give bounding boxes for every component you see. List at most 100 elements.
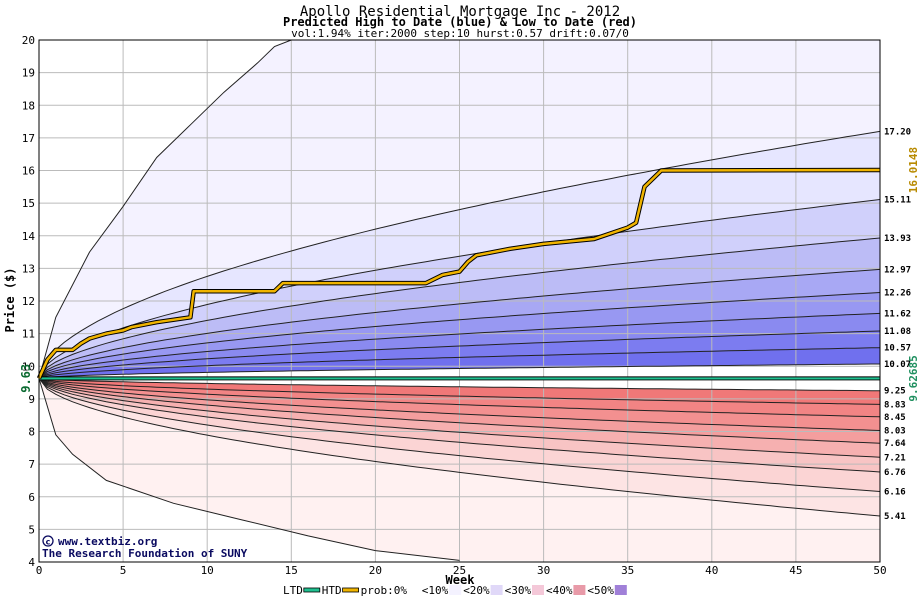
y-tick-label: 6 (28, 491, 35, 504)
y-tick-label: 10 (22, 360, 35, 373)
legend-swatch (532, 585, 544, 595)
chart-title: Apollo Residential Mortgage Inc - 2012 (300, 4, 620, 20)
upper-quantile-line (39, 312, 880, 379)
legend-swatch (303, 587, 321, 593)
upper-quantile-line (39, 292, 880, 379)
x-tick-label: 30 (537, 564, 550, 577)
y-tick-label: 9 (28, 393, 35, 406)
x-tick-label: 35 (621, 564, 634, 577)
lower-quantile-line (39, 377, 880, 492)
legend-swatch (407, 585, 420, 595)
quantile-lines (39, 40, 880, 561)
x-tick-label: 0 (36, 564, 43, 577)
legend-swatch (614, 585, 627, 595)
credit-url: www.textbiz.org (58, 535, 157, 548)
y-tick-label: 17 (22, 132, 35, 145)
legend-swatch (449, 585, 462, 595)
legend-swatch (490, 585, 503, 595)
upper-extreme-line (39, 40, 292, 379)
upper-quantile-line (39, 130, 880, 379)
quantile-end-label: 7.21 (884, 453, 906, 463)
quantile-end-label: 11.08 (884, 327, 911, 337)
legend-label: <40% (546, 584, 573, 597)
legend-label: <50% (587, 584, 614, 597)
quantile-end-label: 10.07 (884, 360, 911, 370)
lower-quantile-line (39, 377, 880, 431)
y-tick-label: 18 (22, 99, 35, 112)
upper-quantile-line (39, 268, 880, 379)
y-tick-label: 19 (22, 67, 35, 80)
start-price-label: 9.63 (19, 364, 33, 393)
quantile-end-label: 12.26 (884, 289, 911, 299)
x-tick-label: 5 (120, 564, 127, 577)
y-tick-label: 11 (22, 328, 35, 341)
upper-quantile-line (39, 330, 880, 379)
quantile-end-label: 5.41 (884, 512, 906, 522)
quantile-end-label: 11.62 (884, 309, 911, 319)
lower-band-2 (39, 378, 880, 431)
plot-area: 0 5 10 15 20 25 30 35 40 45 5045678910111213141516… (19, 34, 920, 577)
legend-label: LTD (283, 584, 303, 597)
htd-value-label: 16.0148 (907, 147, 920, 193)
quantile-end-label: 8.45 (884, 413, 906, 423)
x-tick-label: 50 (873, 564, 886, 577)
legend-label: <20% (463, 584, 490, 597)
chart-subtitle: Predicted High to Date (blue) & Low to D… (283, 15, 637, 29)
y-axis-label: Price ($) (3, 267, 17, 332)
legend-swatch (342, 587, 360, 593)
upper-band-1 (39, 199, 880, 379)
lower-band-4 (39, 378, 880, 458)
upper-quantile-line (39, 199, 880, 379)
ltd-value-label: 9.62685 (907, 355, 920, 401)
lower-quantile-line (39, 377, 880, 444)
lower-quantile-line (39, 377, 880, 392)
x-tick-label: 10 (201, 564, 214, 577)
upper-quantile-line (39, 237, 880, 379)
htd-line (37, 168, 881, 379)
lower-band-7 (39, 378, 880, 516)
quantile-end-label: 7.64 (884, 439, 906, 449)
lower-quantile-line (39, 377, 880, 458)
y-tick-label: 8 (28, 426, 35, 439)
legend-label: <10% (422, 584, 449, 597)
quantile-end-label: 10.57 (884, 344, 911, 354)
quantile-end-label: 9.25 (884, 387, 906, 397)
y-tick-label: 12 (22, 295, 35, 308)
legend: LTD HTD prob:0% <10% <20% <30% <40% <50% (283, 584, 627, 597)
copyright-icon (42, 535, 54, 547)
x-tick-label: 15 (285, 564, 298, 577)
plot-border (38, 39, 881, 563)
quantile-end-label: 15.11 (884, 196, 911, 206)
y-tick-label: 7 (28, 458, 35, 471)
lower-quantile-line (39, 377, 880, 517)
quantile-end-label: 8.83 (884, 400, 906, 410)
credit-org: The Research Foundation of SUNY (42, 547, 248, 560)
legend-label: HTD (322, 584, 342, 597)
chart-params: vol:1.94% iter:2000 step:10 hurst:0.57 d… (291, 27, 629, 40)
lower-quantile-line (39, 377, 880, 418)
x-tick-label: 25 (453, 564, 466, 577)
quantile-end-label: 6.76 (884, 468, 906, 478)
upper-quantile-line (39, 347, 880, 379)
x-tick-label: 45 (789, 564, 802, 577)
upper-band-2 (39, 238, 880, 379)
y-tick-label: 13 (22, 262, 35, 275)
y-tick-label: 16 (22, 165, 35, 178)
upper-band-3 (39, 269, 880, 379)
y-tick-label: 5 (28, 523, 35, 536)
legend-swatch (573, 585, 586, 595)
lower-quantile-line (39, 377, 880, 473)
upper-band-4 (39, 292, 880, 379)
legend-label: <30% (505, 584, 532, 597)
x-tick-label: 20 (369, 564, 382, 577)
y-tick-label: 15 (22, 197, 35, 210)
x-axis-label: Week (446, 573, 476, 587)
lower-extreme-line (39, 378, 460, 561)
quantile-end-label: 17.20 (884, 127, 911, 137)
quantile-end-label: 6.16 (884, 488, 906, 498)
upper-quantile-line (39, 363, 880, 379)
legend-label: prob:0% (361, 584, 408, 597)
y-tick-label: 14 (22, 230, 36, 243)
